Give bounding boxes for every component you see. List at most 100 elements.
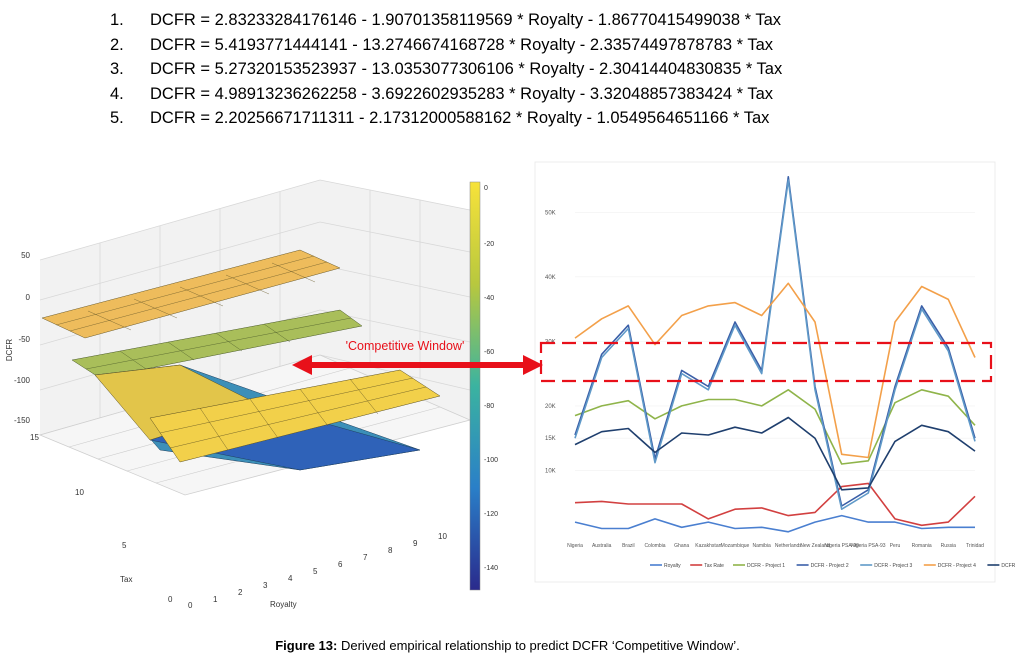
- equation-2: 2. DCFR = 5.4193771444141 - 13.2746674168…: [110, 33, 930, 58]
- colorbar-tick: -40: [484, 295, 494, 302]
- legend-label: DCFR - Project 1: [747, 563, 785, 569]
- surface-plane-green: [71, 309, 363, 379]
- x-tick-label: Colombia: [644, 543, 665, 549]
- tax-tick: 15: [30, 433, 39, 442]
- line-chart-frame: [534, 161, 996, 583]
- x-tick-label: Romania: [912, 543, 932, 549]
- x-tick-label: Netherlands: [775, 543, 802, 549]
- equation-4: 4. DCFR = 4.98913236262258 - 3.6922602935…: [110, 82, 930, 107]
- royalty-tick: 8: [388, 546, 393, 555]
- legend-label: DCFR - Project 2: [811, 563, 849, 569]
- equation-5: 5. DCFR = 2.20256671711311 - 2.1731200058…: [110, 106, 930, 131]
- x-tick-label: New Zealand: [800, 543, 830, 549]
- x-tick-label: Australia: [592, 543, 612, 549]
- surface-plane-front: [149, 369, 441, 463]
- royalty-tick: 0: [188, 601, 193, 610]
- tax-axis-ticks: 15 10 5 0: [30, 433, 173, 604]
- tax-axis-label: Tax: [120, 575, 132, 584]
- equation-number: 2.: [110, 35, 124, 54]
- line-chart-series: [574, 175, 976, 533]
- y-tick-label: 20K: [545, 404, 556, 410]
- colorbar-tick: -140: [484, 565, 498, 572]
- colorbar-tick: -120: [484, 511, 498, 518]
- equation-3: 3. DCFR = 5.27320153523937 - 13.035307730…: [110, 57, 930, 82]
- series-line: [574, 416, 976, 491]
- royalty-axis-ticks: 0 1 2 3 4 5 6 7 8 9 10: [188, 532, 447, 610]
- royalty-tick: 4: [288, 574, 293, 583]
- legend-label: Tax Rate: [704, 563, 724, 569]
- legend-label: DCFR - Project 4: [938, 563, 976, 569]
- equation-1: 1. DCFR = 2.83233284176146 - 1.9070135811…: [110, 8, 930, 33]
- colorbar-tick: 0: [484, 185, 488, 192]
- tax-tick: 5: [122, 541, 127, 550]
- series-line: [574, 514, 975, 533]
- royalty-axis-label: Royalty: [270, 600, 297, 609]
- equation-number: 5.: [110, 109, 124, 127]
- legend-label: Royalty: [664, 563, 681, 569]
- y-tick-label: 10K: [545, 468, 556, 474]
- surface-plot: 50 0 -50 -100 -150 DCFR 15 10 5 0 Tax 0 …: [5, 179, 498, 610]
- equation-number: 1.: [110, 11, 124, 29]
- colorbar-tick: -60: [484, 349, 494, 356]
- y-tick-label: 50K: [545, 210, 556, 216]
- z-axis-ticks: 50 0 -50 -100 -150: [14, 251, 31, 425]
- surface-plane-green-grid: [85, 317, 352, 370]
- z-tick: -100: [14, 376, 31, 385]
- line-chart-legend: Royalty Tax Rate DCFR - Project 1 DCFR - Pr…: [650, 563, 1015, 569]
- z-axis-label: DCFR: [5, 339, 14, 361]
- arrow-head-left: [292, 355, 312, 375]
- equation-text: DCFR = 5.4193771444141 - 13.274667416872…: [150, 35, 774, 54]
- arrow-head-right: [523, 355, 543, 375]
- z-tick: 0: [26, 293, 31, 302]
- y-tick-label: 15K: [545, 436, 556, 442]
- colorbar-tick: -80: [484, 403, 494, 410]
- surface-plane-top-grid: [55, 255, 328, 332]
- royalty-tick: 1: [213, 595, 218, 604]
- x-tick-label: Nigeria PSA-93: [851, 543, 886, 549]
- x-tick-label: Nigeria: [567, 543, 583, 549]
- tax-tick: 0: [168, 595, 173, 604]
- x-tick-label: Peru: [890, 543, 901, 549]
- equation-text: DCFR = 5.27320153523937 - 13.03530773061…: [150, 60, 783, 78]
- equation-number: 3.: [110, 60, 124, 78]
- royalty-tick: 7: [363, 553, 368, 562]
- series-line: [574, 482, 976, 527]
- colorbar: [469, 181, 481, 591]
- competitive-window-arrow: 'Competitive Window': [292, 339, 543, 375]
- y-tick-label: 40K: [545, 275, 556, 281]
- equation-text: DCFR = 2.20256671711311 - 2.173120005881…: [150, 109, 770, 127]
- surface-plane-front-grid: [159, 377, 427, 451]
- x-tick-label: Trinidad: [966, 543, 984, 549]
- colorbar-tick: -20: [484, 241, 494, 248]
- royalty-tick: 2: [238, 588, 243, 597]
- caption-label: Figure 13:: [275, 638, 338, 653]
- z-tick: -150: [14, 416, 31, 425]
- x-tick-label: Namibia: [752, 543, 771, 549]
- competitive-window-box: [539, 341, 993, 383]
- caption-text: Derived empirical relationship to predic…: [337, 638, 740, 653]
- z-tick: 50: [21, 251, 30, 260]
- royalty-tick: 10: [438, 532, 447, 541]
- series-line: [574, 179, 976, 511]
- x-tick-label: Brazil: [622, 543, 635, 549]
- series-line: [574, 282, 976, 459]
- surface-plane-top: [41, 249, 341, 339]
- colorbar-tick: -100: [484, 457, 498, 464]
- x-tick-label: Nigeria PSA-99: [824, 543, 859, 549]
- royalty-tick: 3: [263, 581, 268, 590]
- equation-number: 4.: [110, 84, 124, 103]
- figure-area: 50 0 -50 -100 -150 DCFR 15 10 5 0 Tax 0 …: [0, 150, 1015, 630]
- competitive-window-label: 'Competitive Window': [346, 339, 465, 353]
- tax-tick: 10: [75, 488, 84, 497]
- figure-svg: 50 0 -50 -100 -150 DCFR 15 10 5 0 Tax 0 …: [5, 161, 1015, 610]
- line-chart-x-ticks: Nigeria Australia Brazil Colombia Ghana Kazak…: [567, 543, 984, 549]
- x-tick-label: Kazakhstan: [695, 543, 721, 549]
- x-tick-label: Mozambique: [721, 543, 750, 549]
- series-line: [574, 389, 976, 465]
- equation-list: 1. DCFR = 2.83233284176146 - 1.9070135811…: [110, 8, 930, 131]
- z-tick: -50: [18, 335, 30, 344]
- royalty-tick: 6: [338, 560, 343, 569]
- royalty-tick: 5: [313, 567, 318, 576]
- legend-label: DCFR - Project 3: [874, 563, 912, 569]
